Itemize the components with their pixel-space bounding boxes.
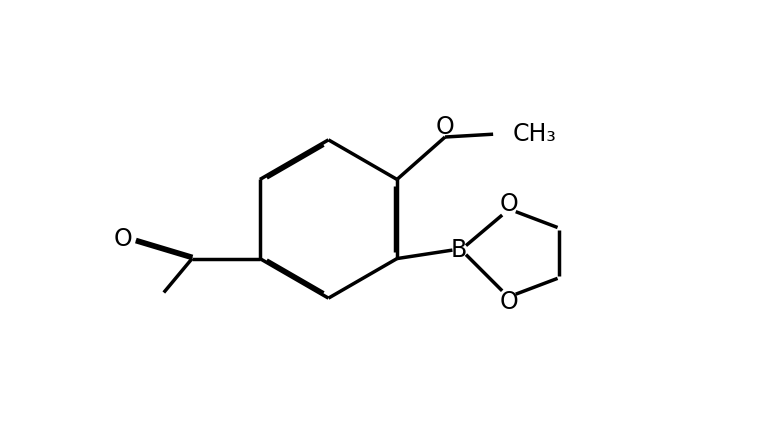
Text: O: O: [500, 290, 518, 314]
Text: O: O: [500, 192, 518, 216]
Text: O: O: [114, 227, 132, 251]
Text: CH₃: CH₃: [513, 122, 557, 146]
Text: B: B: [451, 238, 467, 262]
Text: O: O: [436, 115, 454, 139]
